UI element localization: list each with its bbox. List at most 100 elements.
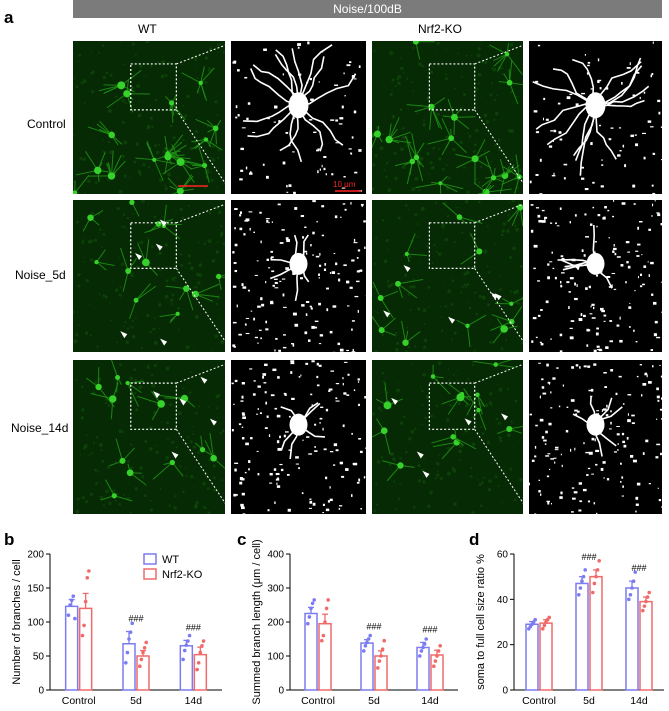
data-point <box>597 559 601 563</box>
data-point <box>422 642 427 646</box>
data-point <box>377 659 382 663</box>
data-point <box>592 581 597 586</box>
micrograph-ko-noise14d <box>372 360 523 514</box>
y-tick-label: 200 <box>267 618 284 629</box>
binary-ko-control <box>529 41 662 194</box>
bar-WT-Control <box>525 623 539 691</box>
data-point <box>196 661 201 665</box>
data-point <box>200 644 204 648</box>
data-point <box>379 654 383 658</box>
row-label-noise-5d: Noise_5d <box>15 268 66 282</box>
y-tick-label: 0 <box>278 686 284 697</box>
y-axis-label: Summed branch length (μm / cell) <box>251 539 263 704</box>
data-point <box>633 570 637 574</box>
panel-letter-a: a <box>4 8 14 27</box>
data-point <box>628 593 633 597</box>
data-point <box>580 579 584 583</box>
data-point <box>630 586 634 590</box>
data-point <box>125 650 130 655</box>
data-point <box>433 659 438 663</box>
bar-Nrf2-KO-Control <box>539 622 553 691</box>
data-point <box>68 603 72 607</box>
x-tick-label: 14d <box>630 695 648 707</box>
data-point <box>139 657 144 662</box>
panel-letter-b: b <box>4 530 15 549</box>
significance-annotation: ### <box>128 614 143 624</box>
legend-swatch <box>143 568 157 580</box>
y-tick-label: 100 <box>27 618 44 629</box>
data-point <box>647 590 651 595</box>
binary-scale-bar-label: 10 μm <box>333 180 356 189</box>
data-point <box>380 647 385 651</box>
data-point <box>533 617 537 622</box>
bar-Nrf2-KO-14d <box>430 654 444 691</box>
data-point <box>80 633 85 638</box>
data-point <box>591 590 595 595</box>
data-point <box>187 633 192 638</box>
data-point <box>124 661 128 665</box>
panel-letter-d: d <box>469 530 480 549</box>
binary-wt-noise14d <box>231 360 366 514</box>
data-point <box>641 608 645 613</box>
y-axis-label: Number of branches / cell <box>11 559 23 684</box>
data-point <box>363 644 368 648</box>
x-tick-label: Control <box>62 695 96 707</box>
chart-b-branches: 0 50 100 150 200 Number of branches / cell Con… <box>0 520 230 711</box>
x-tick-label: Control <box>522 695 556 707</box>
bar-Nrf2-KO-5d <box>136 655 150 691</box>
data-point <box>71 594 76 598</box>
x-tick-label: 14d <box>185 695 203 707</box>
data-point <box>306 621 310 626</box>
micrograph-wt-noise14d <box>73 360 225 514</box>
data-point <box>324 606 329 611</box>
significance-annotation: ### <box>422 624 437 634</box>
y-tick-label: 20 <box>497 640 509 651</box>
data-point <box>87 569 91 573</box>
data-point <box>436 649 441 653</box>
data-point <box>321 633 326 638</box>
data-point <box>421 645 425 650</box>
x-tick-label: 14d <box>421 695 439 707</box>
bar-WT-14d <box>625 587 639 691</box>
data-point <box>368 633 372 638</box>
y-tick-label: 400 <box>267 550 284 561</box>
data-point <box>184 643 189 647</box>
bar-WT-14d <box>179 645 194 691</box>
significance-annotation: ### <box>186 622 201 632</box>
data-point <box>542 623 547 628</box>
data-point <box>594 574 598 579</box>
data-point <box>141 650 145 655</box>
data-point <box>144 640 148 645</box>
data-point <box>312 598 316 602</box>
significance-annotation: ### <box>631 563 646 573</box>
binary-wt-noise5d <box>231 200 366 352</box>
y-tick-label: 0 <box>38 686 44 697</box>
data-point <box>130 621 134 626</box>
x-tick-label: Control <box>301 695 335 707</box>
data-point <box>435 654 439 658</box>
data-point <box>577 593 581 597</box>
data-point <box>186 639 190 643</box>
y-tick-label: 300 <box>267 584 284 595</box>
data-point <box>69 598 74 603</box>
data-point <box>366 637 371 641</box>
data-point <box>644 599 648 604</box>
noise-condition-banner: Noise/100dB <box>73 0 662 18</box>
bar-Nrf2-KO-14d <box>639 600 653 691</box>
y-axis-label: soma to full cell size ratio % <box>475 554 487 690</box>
data-point <box>581 574 586 579</box>
x-tick-label: 5d <box>130 695 142 707</box>
data-point <box>627 597 631 602</box>
data-point <box>631 579 636 583</box>
data-point <box>541 627 545 631</box>
data-point <box>182 648 187 653</box>
column-title-nrf2-ko: Nrf2-KO <box>418 22 463 36</box>
y-tick-label: 60 <box>497 550 509 561</box>
chart-c-branch-length: 0 100 200 300 400 Summed branch length (μm / … <box>233 520 465 711</box>
data-point <box>198 650 203 655</box>
legend-label: Nrf2-KO <box>162 569 203 581</box>
y-tick-label: 40 <box>497 595 509 606</box>
x-tick-label: 5d <box>583 695 595 707</box>
data-point <box>82 623 86 628</box>
data-point <box>424 637 428 641</box>
